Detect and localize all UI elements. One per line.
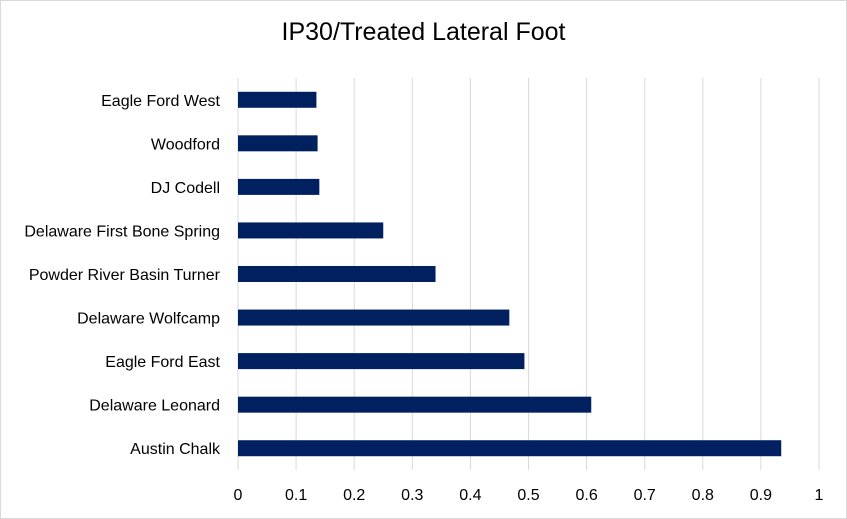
category-label: Delaware First Bone Spring	[24, 223, 220, 240]
bar	[238, 178, 320, 195]
x-tick-label: 0.6	[575, 487, 597, 504]
x-tick-label: 0.4	[459, 487, 481, 504]
bar	[238, 309, 510, 326]
bar	[238, 91, 317, 108]
category-labels: Eagle Ford West Woodford DJ Codell Delaware…	[24, 93, 221, 458]
bar	[238, 266, 436, 282]
x-tick-labels: 0 0.1 0.2 0.3 0.4 0.5 0.6 0.7 0.8 0.9 1	[234, 487, 824, 504]
bar	[238, 222, 384, 239]
category-label: Powder River Basin Turner	[29, 267, 221, 284]
x-tick-label: 0.5	[517, 487, 539, 504]
x-tick-label: 0.2	[343, 487, 365, 504]
x-tick-label: 0.1	[285, 487, 307, 504]
chart-title: IP30/Treated Lateral Foot	[281, 18, 566, 46]
x-tick-label: 1	[815, 487, 824, 504]
bar	[238, 396, 592, 413]
x-tick-label: 0	[234, 487, 243, 504]
category-label: Austin Chalk	[130, 441, 221, 458]
bar	[238, 135, 318, 152]
x-tick-label: 0.3	[401, 487, 423, 504]
category-label: Delaware Leonard	[89, 398, 220, 415]
bars	[238, 91, 782, 457]
category-label: Eagle Ford West	[101, 93, 220, 110]
bar	[238, 440, 782, 457]
category-label: Woodford	[151, 136, 220, 153]
x-tick-label: 0.9	[750, 487, 772, 504]
bar	[238, 353, 525, 370]
category-label: Delaware Wolfcamp	[77, 311, 220, 328]
x-tick-label: 0.7	[634, 487, 656, 504]
x-tick-label: 0.8	[692, 487, 714, 504]
category-label: DJ Codell	[151, 180, 220, 197]
category-label: Eagle Ford East	[105, 354, 220, 371]
